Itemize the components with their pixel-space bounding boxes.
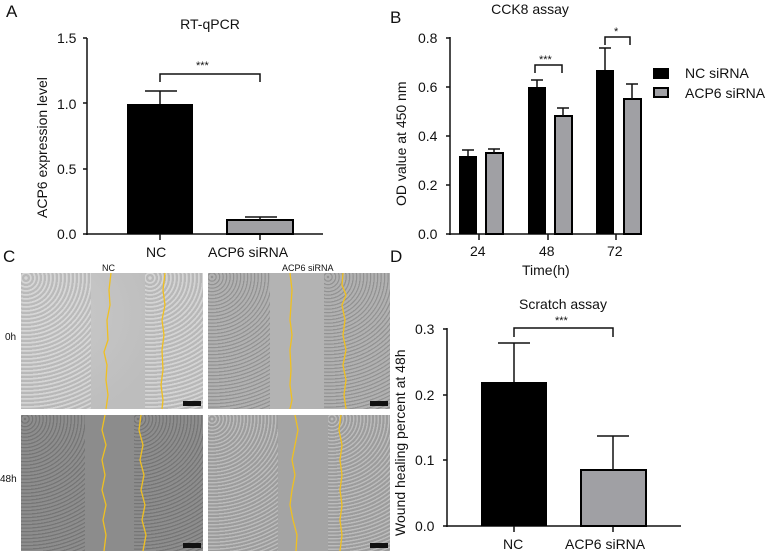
chart-b-ytick: 0.4 <box>418 128 438 144</box>
chart-b-bar-nc-24 <box>459 156 477 234</box>
panel-letter-c: C <box>3 247 16 266</box>
chart-b-bar-nc-48 <box>528 87 546 234</box>
chart-b-title: CCK8 assay <box>491 1 569 17</box>
chart-b-bar-acp6-24 <box>485 152 504 235</box>
chart-d-bracket <box>513 327 614 337</box>
panel-letter-a: A <box>6 2 18 21</box>
chart-b-xlabel: Time(h) <box>522 262 570 278</box>
scale-bar <box>370 543 388 548</box>
chart-d-ytick: 0.1 <box>415 452 435 468</box>
legend-label-nc: NC siRNA <box>685 65 749 81</box>
chart-b-ytick: 0.6 <box>418 79 438 95</box>
chart-a-xtick: NC <box>146 244 167 260</box>
chart-a-ytick: 1.5 <box>57 30 77 46</box>
legend-swatch-nc <box>653 68 669 79</box>
chart-b-xtick: 48 <box>539 243 555 259</box>
chart-a-ytick: 0.5 <box>57 161 77 177</box>
chart-d-bar-acp6 <box>580 469 647 527</box>
micrograph-col-label-nc: NC <box>102 263 115 273</box>
chart-a-bar-nc <box>127 104 193 234</box>
chart-d-xtick: ACP6 siRNA <box>565 536 646 552</box>
legend-label-acp6: ACP6 siRNA <box>685 85 766 101</box>
chart-b-ytick: 0.2 <box>418 177 438 193</box>
chart-b-ytick: 0.0 <box>418 226 438 242</box>
chart-a-bracket <box>159 73 261 82</box>
chart-b-bar-acp6-48 <box>554 115 573 235</box>
chart-a-significance: *** <box>196 60 209 72</box>
scale-bar <box>183 543 201 548</box>
chart-b-significance-48: *** <box>539 54 552 66</box>
panel-letter-d: D <box>390 247 403 266</box>
chart-b-ylabel: OD value at 450 nm <box>393 81 409 206</box>
panel-letter-b: B <box>390 8 402 27</box>
micrograph-nc-48h <box>21 415 203 551</box>
chart-b-xtick: 24 <box>470 243 486 259</box>
chart-b-xtick: 72 <box>607 243 623 259</box>
micrograph-acp6-0h <box>208 273 390 409</box>
chart-b-bracket-72 <box>604 36 631 45</box>
chart-d-ytick: 0.2 <box>415 387 435 403</box>
chart-a-ytick: 1.0 <box>57 96 77 112</box>
chart-b-significance-72: * <box>614 26 619 38</box>
chart-b-bar-acp6-72 <box>623 98 642 235</box>
chart-b-bar-nc-72 <box>596 70 614 234</box>
scale-bar <box>370 401 388 406</box>
micrograph-row-label-48h: 48h <box>0 474 17 485</box>
chart-a-bar-acp6 <box>226 219 294 235</box>
micrograph-nc-0h <box>21 273 203 409</box>
chart-a-title: RT-qPCR <box>180 16 240 32</box>
chart-d-xtick: NC <box>503 536 524 552</box>
chart-d-title: Scratch assay <box>519 296 607 312</box>
micrograph-col-label-acp6: ACP6 siRNA <box>282 263 334 273</box>
legend-swatch-acp6 <box>653 87 669 98</box>
chart-d-significance: *** <box>555 315 568 327</box>
chart-d-ytick: 0.3 <box>415 321 435 337</box>
micrograph-row-label-0h: 0h <box>5 332 17 343</box>
chart-d-ytick: 0.0 <box>415 518 435 534</box>
scale-bar <box>183 401 201 406</box>
chart-d-bar-nc <box>481 382 547 526</box>
chart-a-ytick: 0.0 <box>57 226 77 242</box>
chart-b-ytick: 0.8 <box>418 30 438 46</box>
chart-d-ylabel: Wound healing percent at 48h <box>392 349 408 536</box>
micrograph-acp6-48h <box>208 415 390 551</box>
chart-b-bracket-48 <box>534 64 563 73</box>
chart-a-xtick: ACP6 siRNA <box>208 244 289 260</box>
